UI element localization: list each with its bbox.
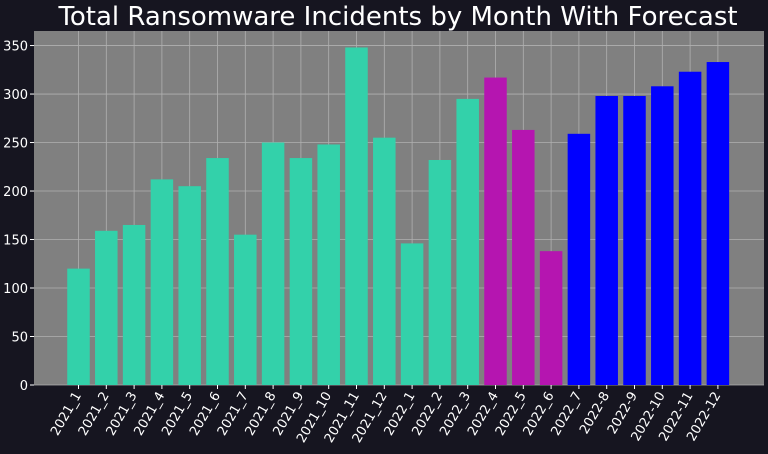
bar-2022_5 [512,129,535,385]
bar-2021_5 [178,186,201,385]
bar-2021_8 [261,142,285,385]
bars [67,47,730,386]
y-tick-label: 100 [3,282,28,297]
bar-2021_9 [289,158,313,385]
bar-2021_10 [317,144,340,385]
bar-2021_7 [234,234,257,385]
chart-title: Total Ransomware Incidents by Month With… [57,2,737,32]
bar-2022_6 [539,251,563,385]
y-tick-label: 300 [3,88,28,103]
bar-2022-9 [623,95,646,385]
bar-2021_11 [345,47,368,385]
x-axis-ticks: 2021_12021_22021_32021_42021_52021_62021… [48,385,724,446]
y-tick-label: 200 [3,185,28,200]
bar-2022-10 [651,86,674,385]
y-tick-label: 250 [3,137,28,152]
y-tick-label: 350 [3,40,28,55]
y-tick-label: 50 [11,331,28,346]
bar-2021_12 [373,137,396,385]
bar-2021_1 [67,268,90,385]
bar-2021_4 [150,179,174,385]
bar-2022_4 [484,77,507,386]
bar-2021_6 [206,158,229,385]
bar-2022-8 [595,95,618,385]
bar-2022_2 [428,159,452,385]
bar-2021_2 [95,230,118,385]
y-tick-label: 0 [20,379,28,394]
bar-2022-12 [706,62,730,386]
bar-2022_3 [456,98,479,385]
y-axis-ticks: 0 50 100 150 200 250 300 350 [3,40,34,394]
bar-2022-11 [678,71,702,385]
y-tick-label: 150 [3,234,28,249]
bar-2022_7 [567,133,591,385]
bar-2021_3 [122,224,146,385]
bar-2022_1 [400,243,424,385]
